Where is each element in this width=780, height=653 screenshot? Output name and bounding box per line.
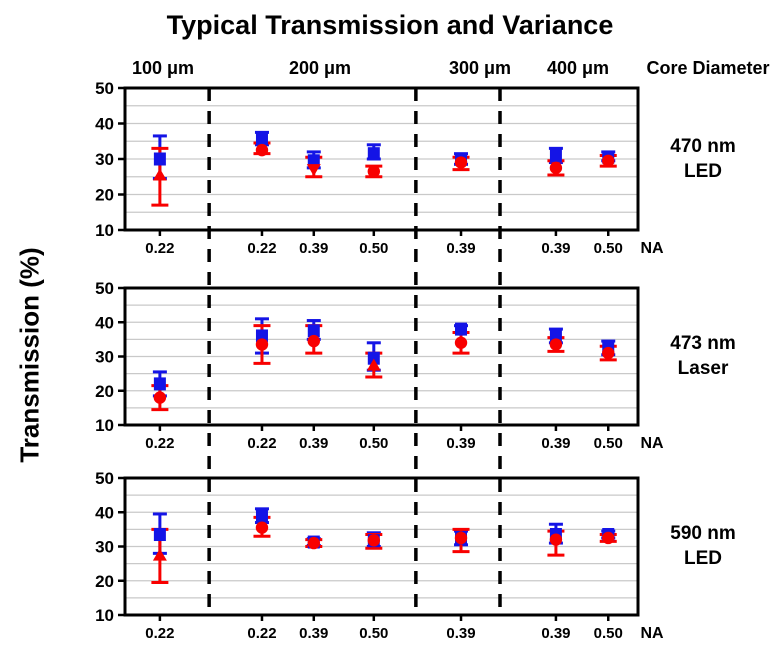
- marker-square: [307, 154, 320, 168]
- marker-square: [255, 509, 268, 523]
- x-tick-label: 0.50: [359, 240, 388, 257]
- marker-circle: [549, 161, 563, 175]
- marker-circle: [255, 521, 269, 534]
- panel-label-line1: 590 nm: [670, 523, 736, 544]
- x-tick-label: 0.22: [145, 625, 174, 642]
- x-tick-label: 0.50: [594, 240, 623, 257]
- marker-square: [153, 152, 166, 166]
- marker-triangle-up: [152, 548, 167, 561]
- x-tick-label: 0.22: [145, 435, 174, 452]
- marker-square: [367, 147, 380, 161]
- marker-square: [153, 528, 166, 542]
- marker-circle: [549, 338, 563, 351]
- x-tick-label: 0.39: [446, 625, 475, 642]
- marker-square: [455, 322, 468, 336]
- panel-label-470nm-led: 470 nm LED: [628, 134, 778, 184]
- panel-label-473nm-laser: 473 nm Laser: [628, 331, 778, 381]
- x-tick-label: 0.39: [299, 435, 328, 452]
- y-tick-label: 20: [95, 186, 114, 205]
- marker-circle: [549, 533, 563, 546]
- y-tick-label: 10: [95, 606, 114, 625]
- marker-triangle-up: [366, 358, 381, 371]
- y-tick-label: 20: [95, 382, 114, 401]
- y-tick-label: 40: [95, 503, 114, 522]
- panel-label-590nm-led: 590 nm LED: [628, 521, 778, 571]
- column-header-400um: 400 μm: [546, 58, 610, 78]
- x-tick-label: 0.50: [359, 625, 388, 642]
- marker-square: [255, 132, 268, 146]
- y-tick-label: 20: [95, 572, 114, 591]
- x-tick-label: 0.50: [359, 435, 388, 452]
- marker-triangle-up: [152, 168, 167, 181]
- na-axis-label: NA: [640, 625, 664, 642]
- marker-circle: [307, 334, 320, 348]
- y-tick-label: 10: [95, 221, 114, 240]
- na-axis-label: NA: [640, 240, 664, 257]
- y-tick-label: 30: [95, 538, 114, 557]
- column-header-300um: 300 μm: [448, 58, 512, 78]
- marker-circle: [602, 346, 615, 360]
- marker-triangle-down: [306, 164, 321, 177]
- y-tick-label: 10: [95, 416, 114, 435]
- marker-circle: [255, 338, 269, 351]
- marker-circle: [153, 391, 167, 404]
- core-diameter-label: Core Diameter: [646, 58, 770, 78]
- x-tick-label: 0.22: [247, 625, 276, 642]
- column-header-100um: 100 μm: [131, 58, 195, 78]
- x-tick-label: 0.39: [446, 240, 475, 257]
- column-header-200um: 200 μm: [288, 58, 352, 78]
- x-tick-label: 0.50: [594, 435, 623, 452]
- y-tick-label: 50: [95, 79, 114, 98]
- y-tick-label: 30: [95, 348, 114, 367]
- x-tick-label: 0.50: [594, 625, 623, 642]
- x-tick-label: 0.39: [541, 240, 570, 257]
- x-tick-label: 0.22: [145, 240, 174, 257]
- na-axis-label: NA: [640, 435, 664, 452]
- x-tick-label: 0.22: [247, 435, 276, 452]
- marker-circle: [602, 531, 615, 545]
- x-tick-label: 0.22: [247, 240, 276, 257]
- y-tick-label: 50: [95, 469, 114, 488]
- chart-title: Typical Transmission and Variance: [166, 10, 614, 40]
- panel-label-line2: LED: [684, 548, 722, 569]
- marker-square: [153, 377, 166, 391]
- x-tick-label: 0.39: [541, 435, 570, 452]
- marker-square: [549, 148, 562, 162]
- marker-circle: [367, 165, 381, 178]
- marker-circle: [307, 536, 320, 550]
- marker-circle: [255, 143, 269, 157]
- panel-label-line1: 473 nm: [670, 333, 736, 354]
- marker-circle: [454, 336, 468, 349]
- y-tick-label: 40: [95, 115, 114, 134]
- y-tick-label: 30: [95, 150, 114, 169]
- marker-circle: [454, 156, 468, 169]
- panel-label-line2: Laser: [677, 358, 729, 379]
- panel-label-line1: 470 nm: [670, 136, 736, 157]
- y-tick-label: 40: [95, 313, 114, 332]
- marker-circle: [602, 154, 615, 167]
- marker-square: [367, 351, 380, 365]
- x-tick-label: 0.39: [299, 625, 328, 642]
- panel-label-line2: LED: [684, 161, 722, 182]
- marker-square: [307, 324, 320, 338]
- x-tick-label: 0.39: [541, 625, 570, 642]
- x-tick-label: 0.39: [299, 240, 328, 257]
- y-tick-label: 50: [95, 279, 114, 298]
- x-tick-label: 0.39: [446, 435, 475, 452]
- marker-circle: [367, 534, 381, 547]
- marker-circle: [454, 531, 468, 545]
